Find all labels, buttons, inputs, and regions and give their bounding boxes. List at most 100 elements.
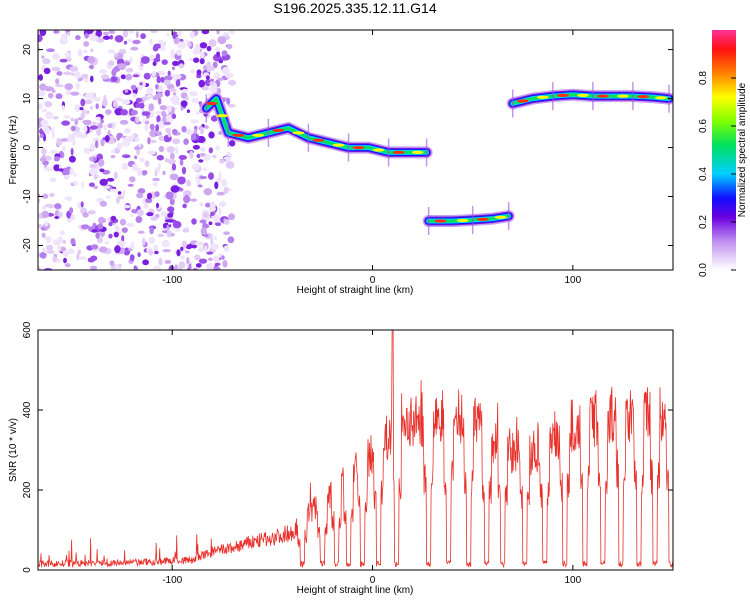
trace-hotspot [456, 218, 469, 223]
trace-hotspot [205, 101, 218, 106]
noise-blob [179, 255, 185, 260]
noise-blob [79, 107, 84, 111]
noise-blob [130, 84, 137, 90]
noise-blob [41, 147, 47, 155]
noise-blob [189, 91, 198, 97]
noise-blob [218, 130, 223, 136]
noise-blob [166, 32, 170, 37]
noise-blob [184, 129, 193, 134]
noise-blob [148, 249, 154, 256]
noise-blob [38, 197, 41, 204]
noise-blob [219, 159, 225, 164]
noise-blob [191, 97, 199, 104]
noise-blob [222, 260, 228, 268]
noise-blob [218, 201, 227, 208]
noise-blob [132, 74, 140, 78]
noise-blob [188, 263, 192, 270]
noise-blob [193, 57, 200, 63]
noise-blob [195, 111, 200, 115]
noise-blob [196, 69, 202, 76]
noise-blob [137, 188, 146, 194]
noise-blob [216, 177, 222, 183]
noise-blob [79, 133, 88, 139]
noise-blob [108, 221, 113, 227]
noise-blob [190, 69, 195, 74]
noise-blob [190, 133, 197, 141]
noise-blob [89, 164, 98, 169]
noise-blob [129, 56, 133, 63]
noise-blob [117, 63, 126, 71]
noise-blob [223, 186, 229, 194]
noise-blob [221, 178, 228, 187]
noise-blob [99, 200, 107, 207]
noise-blob [48, 87, 55, 91]
noise-blob [70, 147, 74, 156]
noise-blob [156, 121, 166, 128]
noise-blob [176, 49, 182, 56]
noise-blob [85, 30, 94, 35]
noise-blob [221, 255, 225, 260]
noise-blob [171, 66, 176, 71]
snr-y-tick-label: 600 [22, 321, 33, 338]
noise-blob [48, 192, 55, 198]
noise-blob [213, 217, 221, 223]
noise-blob [180, 246, 184, 251]
noise-blob [177, 41, 187, 49]
noise-blob [87, 210, 96, 215]
trace-hotspot [216, 114, 229, 118]
noise-blob [48, 204, 54, 209]
noise-blob [186, 109, 190, 113]
noise-blob [226, 43, 233, 50]
trace-hotspot [252, 133, 265, 137]
noise-blob [97, 223, 104, 230]
spec-x-tick-label: 0 [370, 275, 376, 286]
noise-blob [84, 93, 91, 99]
noise-blob [199, 202, 204, 207]
noise-blob [46, 244, 54, 251]
noise-blob [167, 206, 175, 213]
noise-blob [39, 30, 47, 36]
noise-blob [43, 125, 50, 134]
noise-blob [58, 168, 64, 172]
noise-blob [195, 263, 202, 268]
trace-hotspot [556, 93, 569, 97]
noise-blob [109, 34, 114, 40]
noise-blob [60, 138, 68, 142]
noise-blob [103, 94, 107, 102]
noise-blob [103, 185, 111, 190]
noise-blob [203, 167, 207, 172]
noise-blob [184, 194, 189, 200]
noise-blob [118, 263, 122, 268]
noise-blob [119, 119, 129, 125]
noise-blob [154, 250, 159, 255]
spec-x-tick-label: 100 [564, 275, 581, 286]
noise-blob [62, 250, 70, 257]
noise-blob [210, 115, 218, 122]
noise-blob [156, 131, 163, 136]
noise-blob [125, 73, 133, 81]
noise-blob [121, 162, 128, 170]
noise-blob [124, 62, 131, 66]
noise-blob [186, 42, 192, 47]
noise-blob [223, 219, 230, 225]
noise-blob [210, 211, 215, 216]
noise-blob [228, 213, 236, 221]
noise-blob [148, 236, 156, 245]
noise-blob [203, 234, 209, 238]
snr-x-tick-label: 0 [370, 575, 376, 586]
noise-blob [93, 97, 101, 102]
noise-blob [146, 94, 153, 98]
snr-panel: -100 0 100 0 200 400 600 Height of straight li… [8, 321, 674, 596]
noise-blob [227, 79, 237, 86]
noise-blob [198, 258, 208, 264]
noise-blob [140, 33, 146, 40]
spec-y-tick-label: -10 [22, 189, 33, 204]
noise-blob [152, 95, 159, 101]
noise-blob [129, 213, 134, 218]
noise-blob [61, 105, 65, 111]
noise-blob [126, 222, 135, 227]
noise-blob [210, 243, 220, 250]
noise-blob [139, 82, 143, 86]
noise-blob [47, 92, 54, 99]
noise-blob [189, 150, 194, 159]
